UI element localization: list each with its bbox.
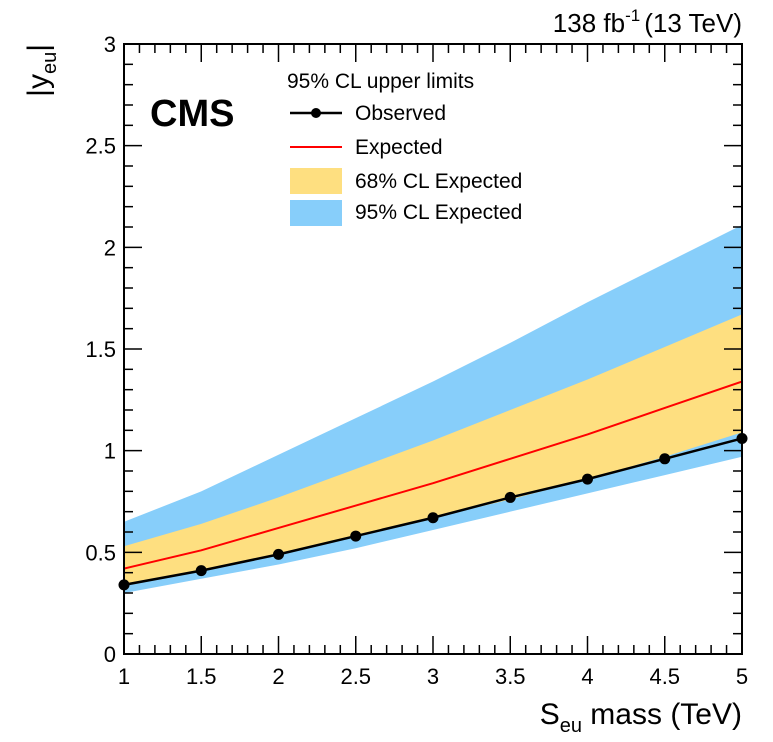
observed-point [504,491,516,503]
ticks-layer [123,43,743,655]
lumi-label: 138 fb-1 (13 TeV) [553,6,742,38]
y-tick-label: 2 [104,235,116,260]
y-tick-labels: 0 0.5 1 1.5 2 2.5 3 [85,32,116,667]
x-tick-label: 3.5 [495,664,526,689]
x-tick-label: 2.5 [340,664,371,689]
legend: 95% CL upper limits Observed Expected 68… [287,70,522,226]
y-tick-label: 2.5 [85,134,116,159]
observed-point [582,473,593,485]
plot-frame [123,43,743,655]
legend-expected-label: Expected [355,136,443,159]
y-tick-label: 0.5 [85,540,116,565]
experiment-label: CMS [150,93,234,135]
x-tick-label: 4.5 [649,664,680,689]
legend-band68-swatch [290,168,342,194]
band-band68 [124,314,742,585]
x-tick-label: 2 [272,664,284,689]
observed-point [273,548,284,560]
x-tick-label: 1.5 [186,664,217,689]
y-axis-title: |yeu| [22,44,61,97]
legend-band95-swatch [290,200,342,226]
x-tick-label: 1 [118,664,130,689]
legend-band95-label: 95% CL Expected [355,201,522,224]
observed-point [427,512,439,524]
observed-point [659,453,671,465]
legend-band68-label: 68% CL Expected [355,170,522,193]
x-tick-labels: 1 1.5 2 2.5 3 3.5 4 4.5 5 [118,664,748,689]
y-tick-label: 1 [104,439,116,464]
observed-point [350,530,362,542]
x-tick-label: 5 [736,664,748,689]
legend-header: 95% CL upper limits [287,70,474,93]
y-tick-label: 0 [104,642,116,667]
legend-observed-marker [311,108,321,118]
x-tick-label: 4 [581,664,593,689]
x-axis-title: Seu mass (TeV) [540,698,742,737]
series-line-expected [123,380,743,570]
bands-layer [124,224,742,593]
y-tick-label: 1.5 [85,337,116,362]
legend-observed-label: Observed [355,102,446,125]
observed-point [195,565,207,577]
y-tick-label: 3 [104,32,116,57]
x-tick-label: 3 [427,664,439,689]
